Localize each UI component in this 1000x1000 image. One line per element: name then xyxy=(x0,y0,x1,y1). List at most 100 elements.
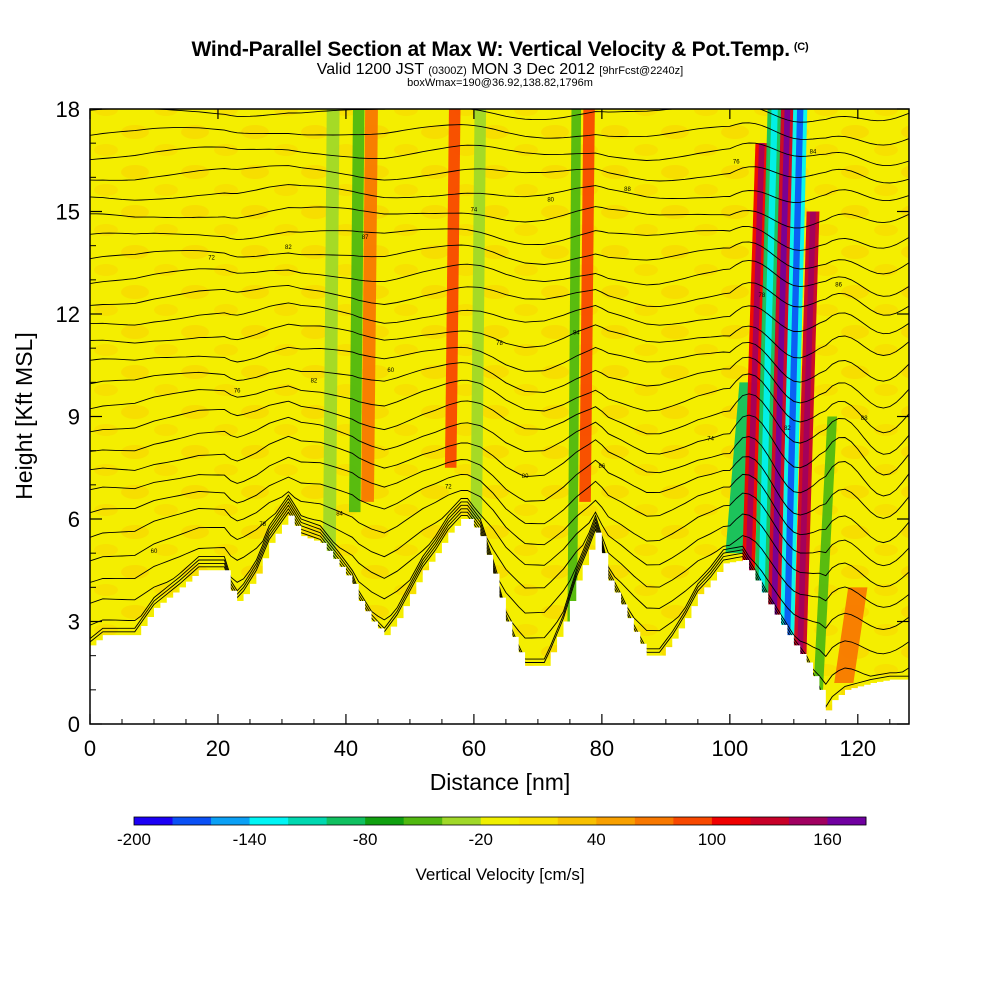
isentrope-label: 76 xyxy=(733,160,740,166)
isentrope-label: 76 xyxy=(234,389,241,395)
isentrope-line xyxy=(90,373,909,434)
forecast-info: [9hrFcst@2240z] xyxy=(599,65,684,77)
isentrope-line xyxy=(90,302,909,335)
isentrope-line xyxy=(90,393,909,455)
y-axis-label: Height [Kft MSL] xyxy=(11,332,37,499)
x-tick-label: 20 xyxy=(206,736,230,761)
velocity-feature xyxy=(567,109,582,622)
colorbar-tick-label: 40 xyxy=(587,830,606,849)
colorbar-tick-label: -80 xyxy=(353,830,378,849)
colorbar-frame xyxy=(133,816,867,826)
velocity-feature xyxy=(470,109,487,519)
isentrope-label: 82 xyxy=(285,245,292,251)
velocity-core xyxy=(796,211,816,690)
colorbar-tick-label: 160 xyxy=(813,830,841,849)
valid-time: Valid 1200 JST xyxy=(316,61,424,78)
isentrope-line xyxy=(90,489,909,567)
y-tick-label: 3 xyxy=(68,610,80,635)
velocity-feature xyxy=(322,109,340,581)
isentrope-label: 84 xyxy=(573,331,580,337)
y-tick-label: 9 xyxy=(68,405,80,430)
colorbar-swatch xyxy=(519,817,559,825)
colorbar-swatch xyxy=(788,817,828,825)
colorbar-tick-label: 100 xyxy=(698,830,726,849)
y-tick-label: 18 xyxy=(56,97,80,122)
isentrope-line xyxy=(90,226,909,251)
isentrope-label: 84 xyxy=(810,149,817,155)
colorbar-swatch xyxy=(249,817,289,825)
isentrope-line xyxy=(90,323,909,359)
isentrope-label: 86 xyxy=(599,464,606,470)
colorbar-tick-label: -140 xyxy=(233,830,267,849)
x-tick-label: 100 xyxy=(711,736,748,761)
isentrope-line xyxy=(90,497,909,608)
isentrope-line xyxy=(90,206,909,229)
isentrope-label: 60 xyxy=(387,368,394,374)
terrain xyxy=(90,515,909,724)
velocity-feature xyxy=(834,587,868,683)
isentrope-label: 72 xyxy=(445,484,452,490)
colorbar: -200 -140 -80 -20 40 100 160 xyxy=(117,816,867,849)
colorbar-swatch xyxy=(827,817,867,825)
isentrope-label: 82 xyxy=(311,378,318,384)
isentrope-label: 80 xyxy=(547,197,554,203)
isentrope-label: 78 xyxy=(758,293,765,299)
x-tick-label: 40 xyxy=(334,736,358,761)
colorbar-swatch xyxy=(326,817,366,825)
isentrope-line xyxy=(90,282,909,316)
isentrope-line xyxy=(90,184,909,204)
isentrope-line xyxy=(90,435,909,497)
isentrope-line xyxy=(90,494,909,588)
velocity-features xyxy=(322,109,868,690)
isentrope-label: 72 xyxy=(208,255,215,261)
isentrope-label: 78 xyxy=(496,341,503,347)
chart-title: Wind-Parallel Section at Max W: Vertical… xyxy=(0,38,1000,62)
isentrope-line xyxy=(90,473,909,544)
y-tick-label: 0 xyxy=(68,712,80,737)
colorbar-swatch xyxy=(673,817,713,825)
x-axis-label: Distance [nm] xyxy=(430,769,571,795)
copyright-mark: (C) xyxy=(793,41,809,53)
colorbar-swatch xyxy=(403,817,443,825)
terrain-mask xyxy=(90,515,909,724)
colorbar-swatch xyxy=(711,817,751,825)
colorbar-swatch xyxy=(750,817,790,825)
y-tick-label: 6 xyxy=(68,507,80,532)
x-tick-label: 60 xyxy=(462,736,486,761)
isentrope-line xyxy=(90,414,909,476)
axes: 0 20 40 60 80 100 120 0 3 6 9 12 15 18 xyxy=(56,97,910,761)
colorbar-tick-label: -200 xyxy=(117,830,151,849)
chart-subtitle: Valid 1200 JST (0300Z) MON 3 Dec 2012 [9… xyxy=(0,62,1000,79)
isentrope-label: 60 xyxy=(151,549,158,555)
colorbar-label: Vertical Velocity [cm/s] xyxy=(415,865,584,884)
colorbar-swatch xyxy=(480,817,520,825)
isentrope-label: 74 xyxy=(471,208,478,214)
isentrope-line xyxy=(90,259,909,297)
chart-title-text: Wind-Parallel Section at Max W: Vertical… xyxy=(191,38,791,61)
isentrope-line xyxy=(90,142,909,167)
y-tick-label: 12 xyxy=(56,302,80,327)
x-tick-label: 120 xyxy=(839,736,876,761)
valid-utc: (0300Z) xyxy=(428,65,467,77)
colorbar-swatch xyxy=(365,817,405,825)
isentrope-label: 87 xyxy=(362,235,369,241)
colorbar-swatch xyxy=(596,817,636,825)
y-tick-label: 15 xyxy=(56,200,80,225)
isentrope-label: 82 xyxy=(784,426,791,432)
x-tick-label: 80 xyxy=(590,736,614,761)
isentrope-line xyxy=(90,341,909,383)
colorbar-swatch xyxy=(288,817,328,825)
velocity-feature xyxy=(361,109,378,502)
isentrope-label: 88 xyxy=(861,416,868,422)
isentrope-label: 88 xyxy=(624,187,631,193)
colorbar-swatch xyxy=(172,817,212,825)
velocity-core xyxy=(757,109,778,622)
isentrope-line xyxy=(90,109,909,123)
isentrope-line xyxy=(90,356,909,409)
isentrope-label: 86 xyxy=(835,283,842,289)
colorbar-swatch xyxy=(557,817,597,825)
isentrope-line xyxy=(90,86,909,101)
colorbar-swatch xyxy=(134,817,174,825)
isentrope-line xyxy=(90,456,909,519)
